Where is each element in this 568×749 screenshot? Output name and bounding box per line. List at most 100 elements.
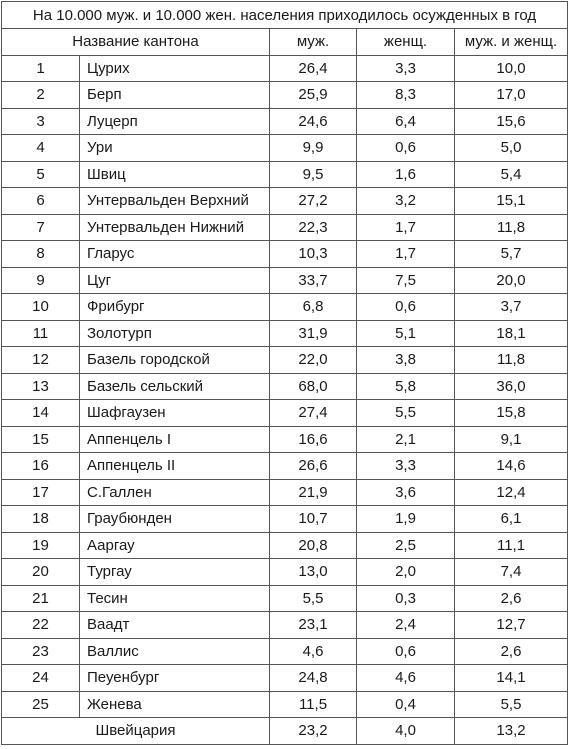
table-row: 16 Аппенцель II 26,6 3,3 14,6 [1,452,568,480]
header-canton-name: Название кантона [1,28,270,56]
row-number: 18 [1,505,80,533]
men-value: 24,6 [269,107,357,135]
canton-name: Цуг [79,266,270,294]
table-row: 14 Шафгаузен 27,4 5,5 15,8 [1,399,568,427]
total-label: Швейцария [1,717,270,745]
canton-name: Гларус [79,240,270,268]
both-value: 11,8 [453,213,568,241]
both-value: 11,1 [453,531,568,559]
row-number: 9 [1,266,80,294]
women-value: 0,6 [356,637,455,665]
table-row: 4 Ури 9,9 0,6 5,0 [1,134,568,162]
women-value: 0,4 [356,690,455,718]
table-row: 24 Пеуенбург 24,8 4,6 14,1 [1,664,568,692]
table-row: 17 С.Галлен 21,9 3,6 12,4 [1,478,568,506]
canton-name: С.Галлен [79,478,270,506]
canton-name: Пеуенбург [79,664,270,692]
row-number: 4 [1,134,80,162]
women-value: 4,6 [356,664,455,692]
canton-name: Берп [79,81,270,109]
table-row: 19 Ааргау 20,8 2,5 11,1 [1,531,568,559]
header-row: Название кантона муж. женщ. муж. и женщ. [1,28,568,56]
row-number: 16 [1,452,80,480]
table-row: 10 Фрибург 6,8 0,6 3,7 [1,293,568,321]
row-number: 17 [1,478,80,506]
women-value: 1,7 [356,240,455,268]
women-value: 2,0 [356,558,455,586]
both-value: 18,1 [453,319,568,347]
table-row: 6 Унтервальден Верхний 27,2 3,2 15,1 [1,187,568,215]
row-number: 23 [1,637,80,665]
men-value: 9,9 [269,134,357,162]
women-value: 3,3 [356,54,455,82]
men-value: 10,3 [269,240,357,268]
canton-name: Аппенцель I [79,425,270,453]
both-value: 10,0 [453,54,568,82]
row-number: 5 [1,160,80,188]
women-value: 8,3 [356,81,455,109]
women-value: 2,4 [356,611,455,639]
both-value: 2,6 [453,637,568,665]
canton-name: Женева [79,690,270,718]
total-both: 13,2 [453,717,568,745]
men-value: 9,5 [269,160,357,188]
row-number: 19 [1,531,80,559]
men-value: 26,4 [269,54,357,82]
canton-name: Шафгаузен [79,399,270,427]
women-value: 5,1 [356,319,455,347]
total-women: 4,0 [356,717,455,745]
header-men: муж. [269,28,357,56]
women-value: 6,4 [356,107,455,135]
women-value: 2,5 [356,531,455,559]
row-number: 12 [1,346,80,374]
canton-name: Тесин [79,584,270,612]
row-number: 25 [1,690,80,718]
row-number: 20 [1,558,80,586]
row-number: 7 [1,213,80,241]
table-row: 23 Валлис 4,6 0,6 2,6 [1,637,568,665]
men-value: 27,4 [269,399,357,427]
row-number: 8 [1,240,80,268]
both-value: 5,0 [453,134,568,162]
men-value: 5,5 [269,584,357,612]
total-men: 23,2 [269,717,357,745]
men-value: 33,7 [269,266,357,294]
canton-name: Луцерп [79,107,270,135]
row-number: 3 [1,107,80,135]
both-value: 36,0 [453,372,568,400]
table-caption: На 10.000 муж. и 10.000 жен. населения п… [0,1,568,29]
table-row: 11 Золотурп 31,9 5,1 18,1 [1,319,568,347]
both-value: 12,7 [453,611,568,639]
row-number: 24 [1,664,80,692]
row-number: 13 [1,372,80,400]
women-value: 3,2 [356,187,455,215]
table-row: 20 Тургау 13,0 2,0 7,4 [1,558,568,586]
total-row: Швейцария 23,2 4,0 13,2 [1,717,568,745]
men-value: 24,8 [269,664,357,692]
women-value: 1,6 [356,160,455,188]
row-number: 22 [1,611,80,639]
row-number: 10 [1,293,80,321]
header-women: женщ. [356,28,455,56]
men-value: 20,8 [269,531,357,559]
both-value: 15,6 [453,107,568,135]
women-value: 0,6 [356,134,455,162]
table-row: 2 Берп 25,9 8,3 17,0 [1,81,568,109]
men-value: 13,0 [269,558,357,586]
both-value: 12,4 [453,478,568,506]
both-value: 9,1 [453,425,568,453]
canton-name: Аппенцель II [79,452,270,480]
table-row: 18 Граубюнден 10,7 1,9 6,1 [1,505,568,533]
both-value: 5,4 [453,160,568,188]
both-value: 11,8 [453,346,568,374]
table-row: 25 Женева 11,5 0,4 5,5 [1,690,568,718]
men-value: 23,1 [269,611,357,639]
row-number: 21 [1,584,80,612]
row-number: 11 [1,319,80,347]
canton-name: Базель сельский [79,372,270,400]
canton-name: Граубюнден [79,505,270,533]
both-value: 6,1 [453,505,568,533]
row-number: 2 [1,81,80,109]
men-value: 10,7 [269,505,357,533]
